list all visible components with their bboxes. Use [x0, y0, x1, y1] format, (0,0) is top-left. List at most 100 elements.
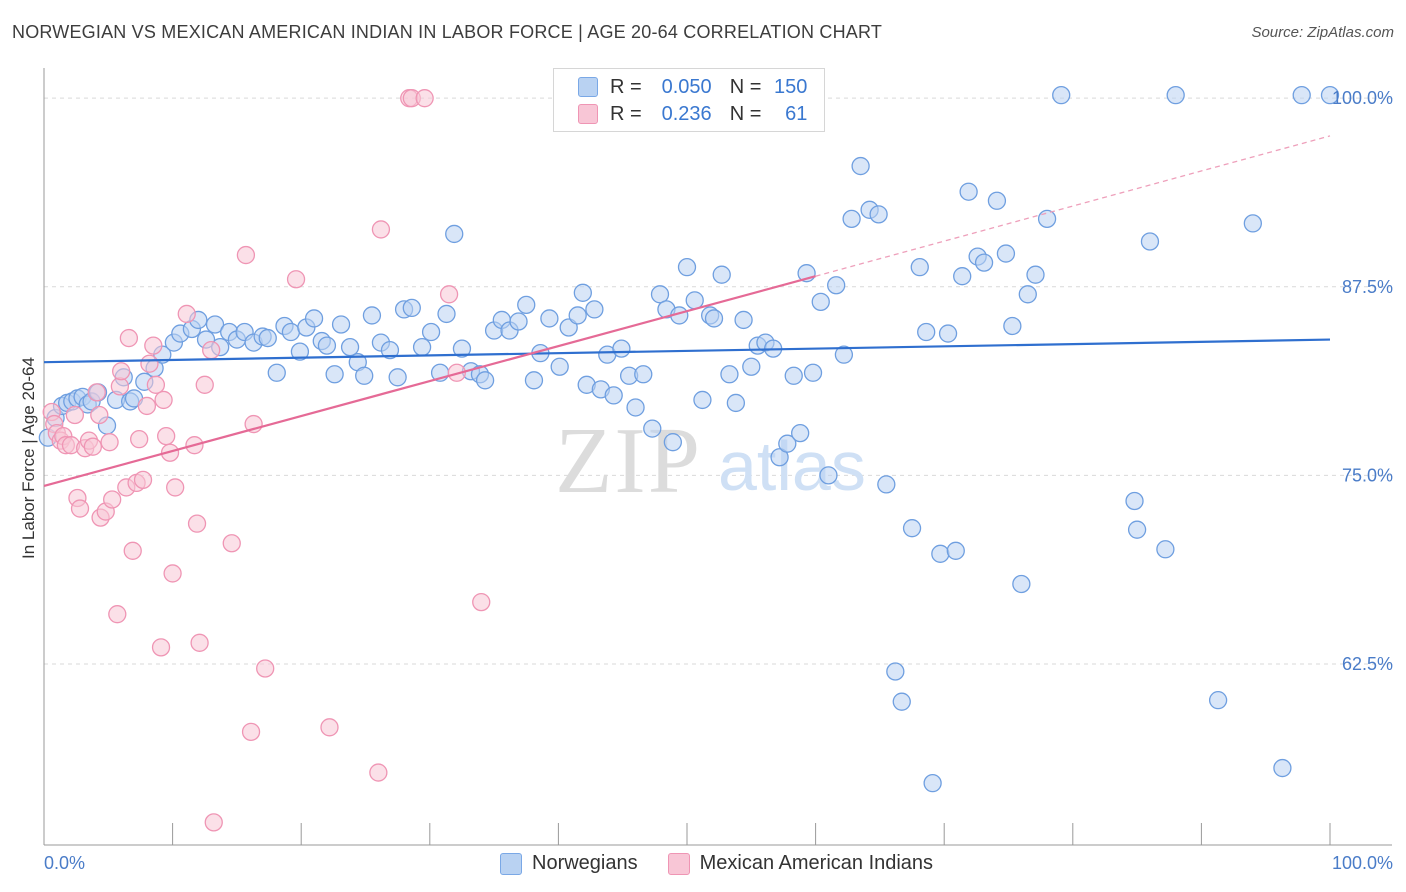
norwegians-legend-swatch [500, 852, 522, 875]
mexican-american-indian-point [123, 541, 142, 560]
mexican-american-indian-point [140, 354, 159, 373]
norwegian-point [1156, 540, 1175, 559]
norwegian-point [834, 345, 854, 364]
norwegian-point [445, 224, 464, 244]
norwegian-point [734, 310, 753, 330]
mexican-american-indian-point [163, 564, 182, 583]
norwegian-point [938, 324, 958, 343]
norwegian-point [819, 466, 838, 485]
mexican-american-indian-point [146, 375, 166, 394]
mexican-american-indian-point [108, 605, 127, 624]
mexican-american-indian-point [241, 722, 261, 741]
mexican-american-indian-point [236, 245, 256, 265]
norwegian-point [290, 342, 310, 361]
norwegian-point [663, 433, 683, 452]
norwegian-point [612, 339, 631, 358]
norwegian-point [953, 267, 972, 286]
mexican-american-indians-r-value: 0.236 [661, 102, 712, 125]
norwegian-point [573, 283, 592, 302]
mexican-american-indians-legend-swatch [667, 852, 690, 875]
grid [44, 97, 1392, 665]
mexican-american-indian-point [415, 89, 434, 108]
mexican-american-indian-point [112, 362, 131, 381]
norwegian-point [726, 393, 746, 413]
norwegian-point [784, 366, 803, 385]
r-label: R = [610, 102, 642, 125]
norwegian-point [1320, 86, 1340, 105]
norwegians-n-value: 150 [774, 75, 808, 98]
norwegian-point [1003, 316, 1022, 336]
mexican-american-indian-point [157, 426, 176, 446]
legend-item-mexican-american-indians[interactable]: Mexican American Indians [667, 852, 934, 875]
series-legend: Norwegians Mexican American Indians [500, 852, 963, 875]
axes [43, 68, 1392, 846]
y-tick-label: 87.5% [1342, 277, 1393, 297]
norwegian-point [693, 390, 712, 410]
y-axis-title: In Labor Force | Age 20-64 [19, 357, 38, 559]
norwegian-point [1273, 758, 1292, 778]
mexican-american-indian-point [222, 534, 241, 553]
norwegian-point [402, 298, 421, 318]
mexican-american-indian-point [87, 383, 106, 402]
norwegian-point [258, 328, 277, 348]
mexican-american-indian-point [130, 429, 149, 449]
mexican-american-indian-point [187, 514, 207, 533]
norwegian-point [585, 300, 604, 319]
norwegian-point [910, 258, 929, 277]
norwegian-point [685, 291, 704, 310]
norwegian-point [331, 315, 351, 334]
mexican-american-indian-point [133, 470, 153, 490]
mexican-american-indians-trend-line [43, 275, 816, 487]
norwegian-point [827, 276, 846, 295]
norwegian-point [540, 309, 559, 328]
norwegians-r-value: 0.050 [661, 75, 712, 98]
mexican-american-indian-point [83, 437, 103, 456]
norwegian-point [959, 182, 978, 201]
norwegian-point [340, 337, 360, 357]
norwegian-point [1292, 86, 1311, 105]
norwegian-point [1125, 491, 1144, 511]
mexican-american-indians-points [42, 89, 631, 832]
source-credit: Source: ZipAtlas.com [1251, 24, 1394, 41]
mexican-american-indian-point [202, 340, 221, 360]
y-tick-label: 62.5% [1342, 654, 1393, 674]
mexican-american-indian-point [204, 813, 223, 832]
norwegian-point [626, 398, 645, 417]
norwegian-point [996, 244, 1016, 263]
watermark-zip: ZIP [555, 409, 702, 513]
y-tick-label: 75.0% [1342, 465, 1393, 485]
norwegian-point [267, 363, 286, 382]
mexican-american-indian-point [110, 377, 130, 396]
norwegian-point [886, 662, 905, 681]
mexican-american-indian-point [90, 405, 109, 425]
norwegian-point [778, 434, 797, 453]
mexican-american-indian-point [472, 592, 491, 612]
legend-label-mexican-american-indians: Mexican American Indians [699, 852, 934, 874]
norwegian-point [412, 337, 432, 357]
mexican-american-indian-point [137, 396, 157, 416]
norwegian-point [452, 339, 472, 358]
norwegian-point [851, 156, 870, 176]
norwegian-point [902, 519, 922, 538]
mexican-american-indian-point [371, 220, 391, 239]
r-label: R = [610, 75, 642, 98]
norwegian-point [568, 306, 587, 325]
norwegian-point [946, 541, 965, 560]
legend-item-norwegians[interactable]: Norwegians [500, 852, 638, 875]
norwegian-point [634, 365, 653, 384]
mexican-american-indian-point [190, 633, 209, 652]
mexican-american-indian-point [144, 336, 163, 355]
legend-row-norwegians: R = 0.050 N = 150 [578, 75, 807, 99]
norwegian-point [380, 340, 400, 360]
norwegian-point [205, 315, 225, 334]
mexican-american-indians-trend-extension [815, 135, 1331, 277]
norwegian-point [877, 475, 896, 494]
norwegian-point [791, 423, 810, 443]
norwegian-point [892, 692, 911, 711]
norwegian-point [720, 365, 739, 384]
norwegian-point [1127, 520, 1147, 539]
mexican-american-indian-point [166, 478, 185, 497]
norwegian-point [869, 205, 888, 224]
legend-row-mexican-american-indians: R = 0.236 N = 61 [578, 102, 807, 126]
mexican-american-indian-point [286, 270, 306, 289]
